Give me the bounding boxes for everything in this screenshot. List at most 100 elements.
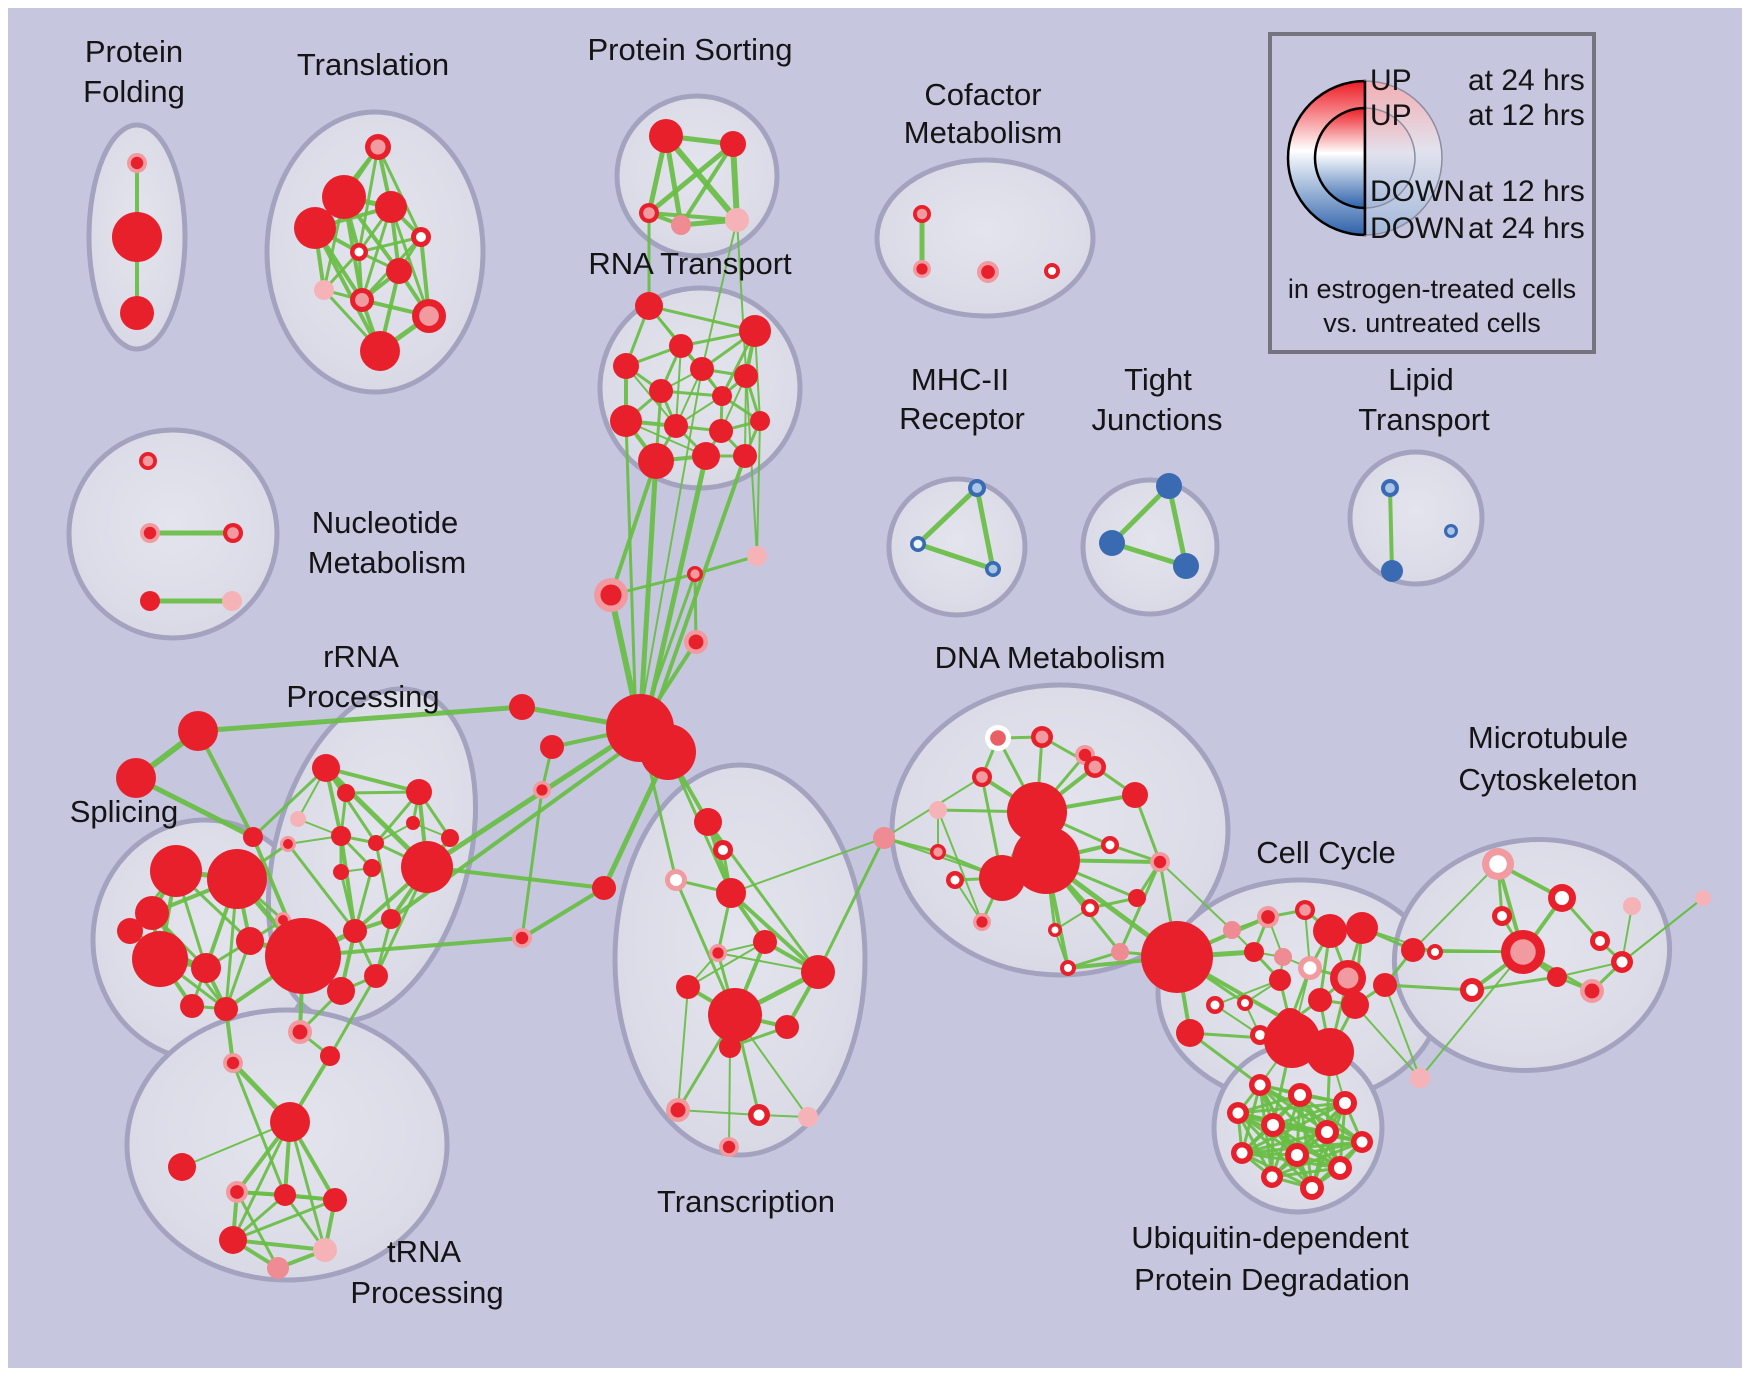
gene-node-splicing[interactable]	[180, 994, 204, 1018]
gene-node-rna-transport[interactable]	[664, 414, 688, 438]
gene-node-translation[interactable]	[375, 191, 407, 223]
gene-node-trna-processing[interactable]	[313, 1238, 337, 1262]
gene-node-translation[interactable]	[360, 331, 400, 371]
gene-node-transcription[interactable]	[676, 975, 700, 999]
gene-node-rrna-processing[interactable]	[327, 977, 355, 1005]
gene-node-connector[interactable]	[747, 546, 767, 566]
gene-node-dna-metabolism[interactable]	[979, 855, 1025, 901]
gene-node-transcription[interactable]	[775, 1015, 799, 1039]
gene-node-cell-cycle[interactable]	[1269, 969, 1291, 991]
gene-node-dna-metabolism[interactable]	[1128, 889, 1146, 907]
gene-node-connector[interactable]	[640, 724, 696, 780]
gene-node-transcription[interactable]	[719, 1036, 741, 1058]
gene-node-rrna-processing[interactable]	[337, 784, 355, 802]
gene-node-splicing[interactable]	[117, 918, 143, 944]
gene-node-protein-sorting[interactable]	[720, 131, 746, 157]
gene-node-connector[interactable]	[1176, 1019, 1204, 1047]
gene-node-translation[interactable]	[322, 175, 366, 219]
gene-node-rna-transport[interactable]	[750, 411, 770, 431]
gene-node-cell-cycle[interactable]	[1341, 991, 1369, 1019]
gene-node-tight-junctions[interactable]	[1156, 473, 1182, 499]
gene-node-microtubule-cytoskeleton[interactable]	[1547, 967, 1567, 987]
gene-node-rrna-processing[interactable]	[333, 864, 349, 880]
gene-node-dna-metabolism[interactable]	[1111, 943, 1129, 961]
gene-node-rna-transport[interactable]	[712, 386, 732, 406]
gene-node-protein-folding[interactable]	[112, 212, 162, 262]
gene-node-microtubule-cytoskeleton[interactable]	[1623, 897, 1641, 915]
gene-node-cell-cycle[interactable]	[1401, 938, 1425, 962]
gene-node-trna-processing[interactable]	[267, 1257, 289, 1279]
gene-node-cell-cycle[interactable]	[1308, 988, 1332, 1012]
gene-node-rrna-processing[interactable]	[368, 835, 384, 851]
gene-node-rna-transport[interactable]	[692, 442, 720, 470]
gene-node-rna-transport[interactable]	[739, 315, 771, 347]
gene-node-protein-folding[interactable]	[120, 296, 154, 330]
gene-node-trna-processing[interactable]	[323, 1188, 347, 1212]
gene-node-splicing[interactable]	[236, 927, 264, 955]
gene-node-trna-processing[interactable]	[219, 1226, 247, 1254]
gene-node-rrna-processing[interactable]	[320, 1046, 340, 1066]
gene-node-splicing[interactable]	[207, 849, 267, 909]
gene-node-connector[interactable]	[592, 876, 616, 900]
gene-node-rna-transport[interactable]	[709, 419, 733, 443]
gene-node-splicing[interactable]	[135, 896, 169, 930]
gene-node-tight-junctions[interactable]	[1173, 553, 1199, 579]
gene-node-connector[interactable]	[873, 827, 895, 849]
gene-node-nucleotide-metabolism[interactable]	[222, 591, 242, 611]
gene-node-tight-junctions[interactable]	[1099, 530, 1125, 556]
gene-node-rna-transport[interactable]	[635, 292, 663, 320]
gene-node-transcription[interactable]	[708, 988, 762, 1042]
gene-node-rna-transport[interactable]	[638, 443, 674, 479]
gene-node-rrna-processing[interactable]	[401, 841, 453, 893]
gene-node-protein-sorting[interactable]	[649, 119, 683, 153]
gene-node-cell-cycle[interactable]	[1346, 912, 1378, 944]
gene-node-trna-processing[interactable]	[270, 1102, 310, 1142]
gene-node-cell-cycle[interactable]	[1313, 914, 1347, 948]
gene-node-translation[interactable]	[386, 258, 412, 284]
gene-node-transcription[interactable]	[753, 930, 777, 954]
gene-node-cell-cycle[interactable]	[1274, 948, 1292, 966]
gene-node-rrna-processing[interactable]	[331, 826, 351, 846]
gene-node-rna-transport[interactable]	[733, 444, 757, 468]
gene-node-rrna-processing[interactable]	[343, 919, 367, 943]
gene-node-protein-sorting[interactable]	[671, 215, 691, 235]
gene-node-rrna-processing[interactable]	[441, 829, 459, 847]
gene-node-connector[interactable]	[540, 735, 564, 759]
gene-node-protein-sorting[interactable]	[725, 208, 749, 232]
gene-node-transcription[interactable]	[798, 1107, 818, 1127]
gene-node-splicing[interactable]	[132, 931, 188, 987]
gene-node-dna-metabolism[interactable]	[1012, 826, 1080, 894]
gene-node-transcription[interactable]	[801, 955, 835, 989]
gene-node-rna-transport[interactable]	[734, 364, 758, 388]
gene-node-rna-transport[interactable]	[669, 334, 693, 358]
gene-node-transcription[interactable]	[694, 808, 722, 836]
gene-node-connector[interactable]	[243, 827, 263, 847]
gene-node-connector[interactable]	[1141, 921, 1213, 993]
gene-node-cell-cycle[interactable]	[1244, 942, 1264, 962]
gene-node-nucleotide-metabolism[interactable]	[140, 591, 160, 611]
gene-node-rrna-processing[interactable]	[363, 859, 381, 877]
gene-node-cell-cycle[interactable]	[1306, 1028, 1354, 1076]
gene-node-rrna-processing[interactable]	[381, 909, 401, 929]
gene-node-rrna-processing[interactable]	[406, 816, 420, 830]
gene-node-splicing[interactable]	[150, 845, 202, 897]
gene-node-dna-metabolism[interactable]	[929, 801, 947, 819]
gene-node-splicing[interactable]	[214, 997, 238, 1021]
gene-node-lipid-transport[interactable]	[1381, 560, 1403, 582]
gene-node-cell-cycle[interactable]	[1373, 973, 1397, 997]
gene-node-rna-transport[interactable]	[649, 379, 673, 403]
gene-node-microtubule-cytoskeleton[interactable]	[1695, 890, 1711, 906]
gene-node-transcription[interactable]	[716, 878, 746, 908]
gene-node-rna-transport[interactable]	[613, 353, 639, 379]
gene-node-splicing[interactable]	[191, 953, 221, 983]
gene-node-connector[interactable]	[116, 758, 156, 798]
gene-node-rrna-processing[interactable]	[364, 964, 388, 988]
gene-node-rrna-processing[interactable]	[312, 754, 340, 782]
gene-node-splicing[interactable]	[265, 918, 341, 994]
gene-node-microtubule-cytoskeleton[interactable]	[1410, 1068, 1430, 1088]
gene-node-rna-transport[interactable]	[690, 357, 714, 381]
gene-node-cell-cycle[interactable]	[1264, 1012, 1320, 1068]
gene-node-trna-processing[interactable]	[168, 1153, 196, 1181]
gene-node-translation[interactable]	[294, 207, 336, 249]
gene-node-translation[interactable]	[314, 280, 334, 300]
